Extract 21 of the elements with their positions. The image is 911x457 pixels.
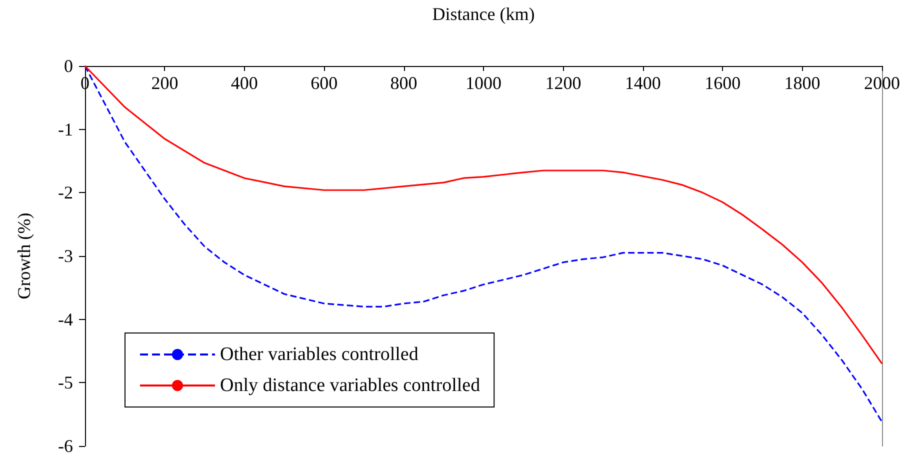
y-tick-label: -1 xyxy=(58,119,73,140)
x-tick-label: 600 xyxy=(310,73,338,93)
x-tick-label: 1600 xyxy=(704,73,741,93)
y-axis-title: Growth (%) xyxy=(14,212,34,300)
y-tick-label: -2 xyxy=(58,182,73,203)
y-tick-label: -6 xyxy=(58,436,73,456)
y-tick-label: -3 xyxy=(58,246,73,266)
x-tick-label: 200 xyxy=(151,73,178,93)
x-axis-title: Distance (km) xyxy=(432,4,535,24)
x-tick-label: 2000 xyxy=(864,73,900,93)
x-tick-label: 400 xyxy=(230,73,258,93)
legend-label: Other variables controlled xyxy=(220,344,419,365)
x-tick-label: 1200 xyxy=(545,73,582,93)
legend-label: Only distance variables controlled xyxy=(220,375,481,396)
x-tick-label: 1800 xyxy=(784,73,820,93)
y-tick-label: -5 xyxy=(58,372,73,393)
y-tick-label: -4 xyxy=(58,309,73,330)
x-tick-label: 1400 xyxy=(624,73,661,93)
x-tick-label: 800 xyxy=(390,73,418,93)
y-tick-label: 0 xyxy=(64,56,73,76)
x-tick-label: 1000 xyxy=(466,73,502,93)
